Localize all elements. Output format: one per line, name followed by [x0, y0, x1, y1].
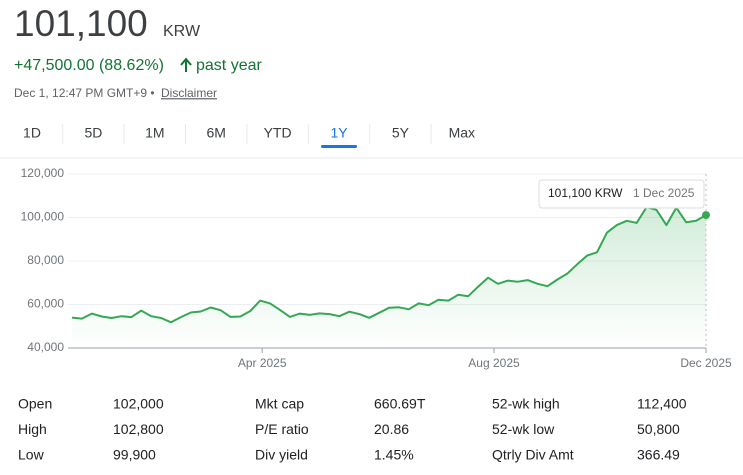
- stat-label: Qtrly Div Amt: [492, 447, 574, 463]
- area: [71, 207, 707, 348]
- stat-label: High: [18, 421, 47, 437]
- up-arrow: [180, 57, 192, 72]
- change: +47,500.00 (88.62%): [14, 57, 164, 74]
- range-tab[interactable]: 5Y: [392, 125, 410, 141]
- stats-table: Open 102,000 Mkt cap 660.69T 52-wk high 112,4…: [18, 396, 687, 463]
- range-tab[interactable]: 1M: [145, 125, 164, 141]
- stat-value: 660.69T: [374, 396, 426, 412]
- tooltip-box: [538, 179, 705, 209]
- period: past year: [196, 57, 262, 74]
- y-tick-label: 100,000: [21, 210, 65, 224]
- range-tab[interactable]: 1D: [23, 125, 41, 141]
- stat-label: 52-wk high: [492, 396, 560, 412]
- range-tab[interactable]: YTD: [264, 125, 292, 141]
- tooltip-value: 101,100 KRW: [548, 186, 623, 200]
- price-line: [71, 206, 707, 324]
- range-tab[interactable]: 1Y: [330, 125, 348, 141]
- stat-label: 52-wk low: [492, 421, 555, 437]
- active-indicator: [321, 145, 357, 148]
- currency: KRW: [163, 23, 201, 40]
- stat-label: Low: [18, 447, 45, 463]
- stat-value: 102,000: [113, 396, 164, 412]
- x-tick-label: Dec 2025: [680, 356, 732, 370]
- x-tick-label: Aug 2025: [468, 356, 520, 370]
- range-tab[interactable]: Max: [449, 125, 475, 141]
- y-tick-label: 80,000: [27, 253, 64, 267]
- range-tab[interactable]: 6M: [206, 125, 225, 141]
- stat-value: 20.86: [374, 421, 409, 437]
- tooltip-date: 1 Dec 2025: [633, 186, 695, 200]
- stat-value: 1.45%: [374, 447, 414, 463]
- stat-value: 366.49: [637, 447, 680, 463]
- stat-value: 50,800: [637, 421, 680, 437]
- stat-label: Open: [18, 396, 52, 412]
- stat-label: P/E ratio: [255, 421, 309, 437]
- price: 101,100: [14, 3, 148, 44]
- range-tab[interactable]: 5D: [84, 125, 102, 141]
- timestamp: Dec 1, 12:47 PM GMT+9 •: [14, 86, 155, 100]
- range-tabs: 1D 5D 1M 6M YTD 1Y 5Y Max: [23, 124, 475, 148]
- stat-label: Div yield: [255, 447, 308, 463]
- x-tick-label: Apr 2025: [238, 356, 287, 370]
- stat-label: Mkt cap: [255, 396, 304, 412]
- disclaimer-link[interactable]: Disclaimer: [161, 86, 217, 100]
- stat-value: 112,400: [637, 396, 687, 412]
- y-tick-label: 40,000: [27, 340, 64, 354]
- end-point: [702, 211, 710, 220]
- stat-value: 102,800: [113, 421, 164, 437]
- y-tick-label: 120,000: [21, 166, 65, 180]
- chart: 40,000 60,000 80,000 100,000 120,000 Apr 2025…: [21, 166, 732, 370]
- y-tick-label: 60,000: [27, 297, 64, 311]
- stat-value: 99,900: [113, 447, 156, 463]
